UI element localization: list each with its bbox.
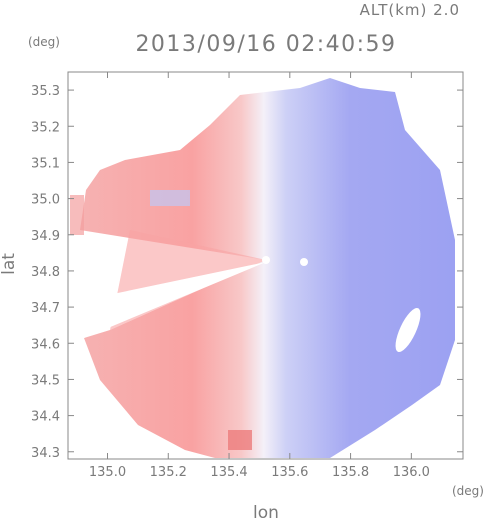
chart-title: 2013/09/16 02:40:59 bbox=[135, 32, 396, 57]
radar-echo-region bbox=[80, 78, 455, 458]
echo-streak bbox=[150, 190, 190, 206]
plot-frame bbox=[67, 71, 464, 460]
x-axis-ticks: 135.0 135.2 135.4 135.6 135.8 136.0 bbox=[89, 72, 430, 480]
x-tick-label: 135.4 bbox=[210, 465, 247, 480]
y-tick-label: 34.4 bbox=[31, 410, 60, 425]
echo-streak bbox=[228, 430, 252, 450]
y-tick-label: 35.3 bbox=[31, 84, 60, 99]
y-axis-label: lat bbox=[0, 253, 19, 275]
no-data-hole bbox=[262, 256, 270, 264]
echo-streak bbox=[70, 195, 84, 235]
x-tick-label: 135.2 bbox=[150, 465, 187, 480]
x-tick-label: 135.0 bbox=[89, 465, 126, 480]
y-tick-label: 34.7 bbox=[31, 301, 60, 316]
x-axis-label: lon bbox=[253, 503, 279, 521]
y-tick-label: 35.1 bbox=[31, 156, 60, 171]
y-tick-label: 35.0 bbox=[31, 193, 60, 208]
y-tick-label: 34.5 bbox=[31, 373, 60, 388]
y-tick-label: 34.8 bbox=[31, 265, 60, 280]
no-data-hole bbox=[300, 258, 308, 266]
y-unit-label: (deg) bbox=[28, 35, 60, 49]
y-axis-ticks: 34.3 34.4 34.5 34.6 34.7 34.8 34.9 35.0 35.1 35.2… bbox=[31, 84, 463, 461]
velocity-field bbox=[70, 78, 455, 458]
no-data-hole bbox=[395, 307, 421, 353]
subtitle: ALT(km) 2.0 bbox=[360, 1, 460, 19]
x-tick-label: 135.6 bbox=[271, 465, 308, 480]
x-unit-label: (deg) bbox=[452, 484, 484, 498]
x-tick-label: 136.0 bbox=[393, 465, 430, 480]
y-tick-label: 34.6 bbox=[31, 337, 60, 352]
x-tick-label: 135.8 bbox=[332, 465, 369, 480]
y-tick-label: 34.9 bbox=[31, 229, 60, 244]
y-tick-label: 35.2 bbox=[31, 120, 60, 135]
y-tick-label: 34.3 bbox=[31, 446, 60, 461]
no-data-notch bbox=[84, 262, 266, 338]
